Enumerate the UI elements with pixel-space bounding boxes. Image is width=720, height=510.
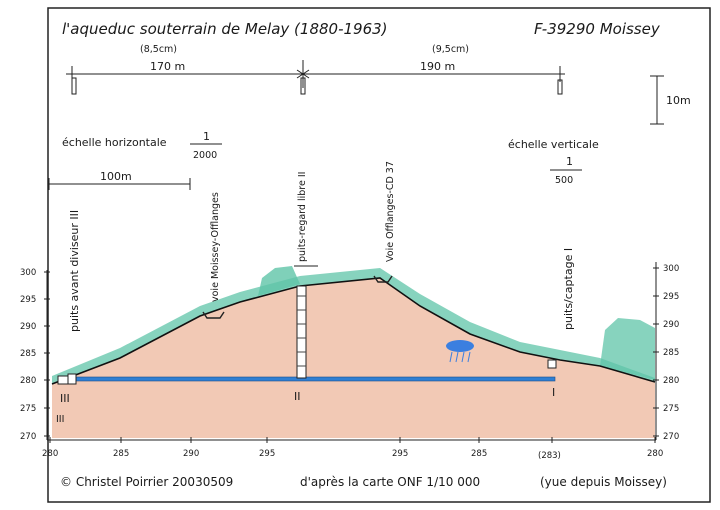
bottom-tick-label-4: 295 — [392, 449, 408, 459]
footer-author: © Christel Poirrier 20030509 — [60, 475, 233, 489]
bottom-tick-label-1: 285 — [113, 449, 129, 459]
right-tick-label-3: 285 — [663, 348, 679, 358]
vertical-scale-den: 500 — [555, 175, 573, 186]
horizontal-scale-num: 1 — [203, 130, 210, 143]
label-puits-captage: puits/captage I — [562, 248, 575, 330]
vertical-scale-num: 1 — [566, 155, 573, 168]
label-voie-moissey: voie Moissey-Offlanges — [210, 192, 221, 302]
left-tick-label-4: 280 — [20, 376, 36, 386]
well-two-numeral: II — [294, 390, 301, 403]
right-tick-label-0: 300 — [663, 264, 679, 274]
footer-view: (yue depuis Moissey) — [540, 475, 667, 489]
horizontal-scale-label: échelle horizontale — [62, 136, 167, 149]
well-one-box — [547, 359, 557, 369]
grass-hill — [258, 266, 300, 296]
grass-strip — [52, 268, 655, 384]
horizontal-scale-den: 2000 — [193, 150, 217, 161]
diagram-title: l'aqueduc souterrain de Melay (1880-1963… — [62, 20, 388, 38]
rain-drop-2 — [455, 351, 459, 363]
right-axis-ticks — [653, 267, 659, 437]
aqueduct-pipe — [59, 376, 556, 382]
bottom-axis-ticks — [49, 437, 656, 443]
bottom-tick-label-2: 290 — [183, 449, 199, 459]
right-tick-label-2: 290 — [663, 320, 679, 330]
top-dim-cross-b — [296, 69, 310, 79]
rain-drop-3 — [461, 351, 465, 363]
rain-drop-1 — [449, 351, 453, 363]
rain-drop-4 — [467, 351, 471, 363]
well-three-numeral-small: III — [56, 414, 64, 425]
location-label: F-39290 Moissey — [534, 20, 661, 38]
right-length-note: (9,5cm) — [432, 44, 469, 55]
vertical-10m-label: 10m — [666, 94, 691, 107]
rain-cloud-icon — [446, 340, 474, 352]
grass-bush — [600, 318, 655, 380]
terrain-profile — [51, 277, 656, 385]
road-moissey-symbol — [202, 311, 225, 319]
well-three-box — [57, 375, 69, 385]
frame-border — [47, 7, 711, 503]
left-length-note: (8,5cm) — [140, 44, 177, 55]
well-two-shaft — [296, 285, 307, 379]
bottom-tick-label-5: 285 — [471, 449, 487, 459]
left-tick-label-2: 290 — [20, 322, 36, 332]
right-tick-label-6: 270 — [663, 432, 679, 442]
well-symbol-left — [71, 77, 77, 95]
left-tick-label-1: 295 — [20, 295, 36, 305]
right-tick-label-1: 295 — [663, 292, 679, 302]
left-tick-label-3: 285 — [20, 349, 36, 359]
road-offlanges-symbol — [373, 275, 393, 283]
label-puits-avant-diviseur: puits avant diviseur III — [68, 210, 81, 332]
label-voie-offlanges: Voie Offlanges-CD 37 — [385, 161, 396, 262]
scale-bar-label: 100m — [100, 170, 132, 183]
left-tick-label-6: 270 — [20, 432, 36, 442]
bottom-tick-label-0: 280 — [42, 449, 58, 459]
right-tick-label-4: 280 — [663, 376, 679, 386]
left-tick-label-5: 275 — [20, 404, 36, 414]
left-axis-ticks — [44, 271, 50, 437]
footer-source: d'après la carte ONF 1/10 000 — [300, 475, 480, 489]
well-three-numeral: III — [60, 392, 70, 405]
vertical-scale-label: échelle verticale — [508, 138, 599, 151]
well-three-shaft — [67, 373, 77, 385]
right-length: 190 m — [420, 60, 455, 73]
bottom-tick-label-6: (283) — [538, 451, 561, 461]
bottom-tick-label-3: 295 — [259, 449, 275, 459]
well-symbol-right — [557, 79, 563, 95]
right-tick-label-5: 275 — [663, 404, 679, 414]
well-one-numeral: I — [552, 386, 555, 399]
left-length: 170 m — [150, 60, 185, 73]
ground-fill — [52, 278, 655, 438]
well-symbol-mid — [300, 77, 306, 95]
bottom-tick-label-7: 280 — [647, 449, 663, 459]
left-tick-label-0: 300 — [20, 268, 36, 278]
label-puits-regard: puits-regard libre II — [297, 172, 308, 262]
